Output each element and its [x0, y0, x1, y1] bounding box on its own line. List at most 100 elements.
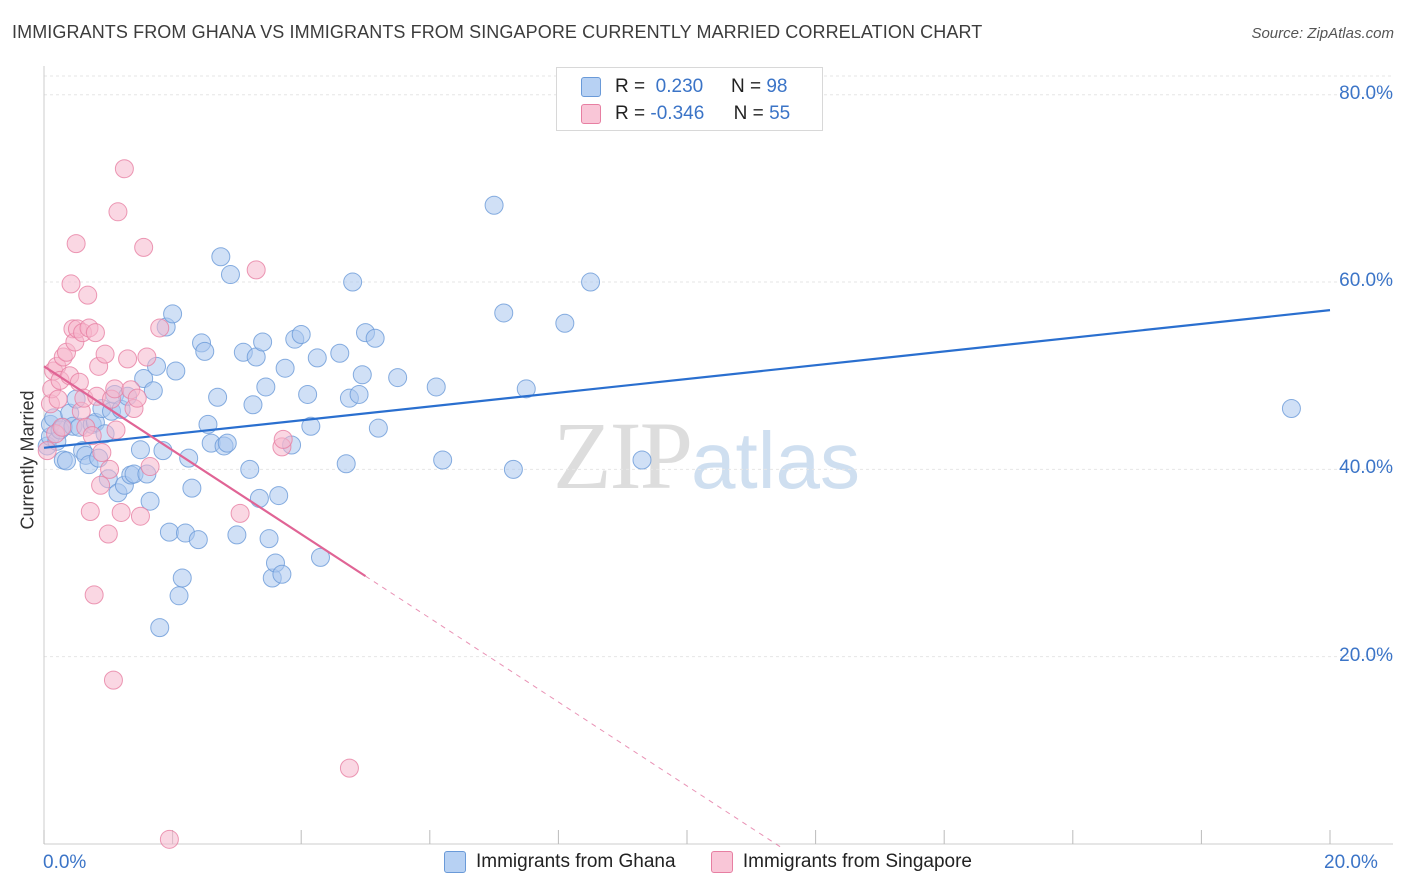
ghana-point-90 [494, 303, 514, 323]
ghana-point-57 [240, 459, 260, 479]
ghana-point-85 [150, 618, 170, 638]
watermark: ZIPatlas [553, 400, 860, 511]
singapore-point-41 [114, 159, 134, 179]
ghana-point-58 [243, 395, 263, 415]
ghana-point-88 [433, 450, 453, 470]
series-legend: Immigrants from Ghana Immigrants from Si… [444, 851, 1002, 873]
singapore-point-26 [84, 585, 104, 605]
y-axis-label: Currently Married [17, 390, 38, 530]
source-credit: Source: ZipAtlas.com [1251, 25, 1394, 42]
ghana-point-84 [368, 418, 388, 438]
ghana-point-47 [195, 341, 215, 361]
y-tick-label-20: 20.0% [1339, 644, 1393, 666]
singapore-point-25 [82, 426, 102, 446]
singapore-point-27 [85, 323, 105, 343]
ghana-point-87 [426, 377, 446, 397]
singapore-point-45 [127, 388, 147, 408]
ghana-point-94 [581, 272, 601, 292]
ghana-r-label: R = [615, 76, 646, 97]
ghana-point-67 [272, 564, 292, 584]
ghana-point-71 [291, 324, 311, 344]
singapore-point-53 [246, 260, 266, 280]
legend-item-singapore[interactable]: Immigrants from Singapore [710, 851, 973, 873]
legend-row-ghana: R = 0.230 N = 98 [581, 75, 787, 99]
singapore-point-15 [66, 234, 86, 254]
ghana-point-73 [301, 416, 321, 436]
y-tick-label-40: 40.0% [1339, 457, 1393, 479]
singapore-n-label: N = [733, 103, 764, 124]
ghana-point-38 [163, 304, 183, 324]
ghana-point-83 [365, 328, 385, 348]
ghana-point-68 [275, 358, 295, 378]
ghana-legend-label: Immigrants from Ghana [476, 851, 676, 873]
ghana-n-value: 98 [766, 76, 788, 97]
y-tick-label-80: 80.0% [1339, 82, 1393, 104]
x-tick-label-max: 20.0% [1324, 852, 1378, 873]
singapore-point-46 [130, 506, 150, 526]
ghana-trend-line [43, 309, 1331, 449]
ghana-point-50 [208, 387, 228, 407]
singapore-point-36 [103, 670, 123, 690]
ghana-point-41 [172, 568, 192, 588]
singapore-point-32 [95, 344, 115, 364]
singapore-n-value: 55 [769, 103, 791, 124]
ghana-point-62 [256, 377, 276, 397]
ghana-n-label: N = [730, 76, 762, 97]
correlation-legend: R = 0.230 N = 98 R = -0.346 N = 55 [556, 67, 823, 131]
singapore-point-56 [339, 758, 359, 778]
ghana-point-29 [130, 440, 150, 460]
singapore-point-38 [106, 420, 126, 440]
ghana-point-93 [555, 313, 575, 333]
singapore-point-30 [91, 475, 111, 495]
singapore-point-55 [273, 429, 293, 449]
ghana-point-72 [298, 384, 318, 404]
legend-item-ghana[interactable]: Immigrants from Ghana [444, 851, 676, 873]
singapore-legend-label: Immigrants from Singapore [742, 851, 973, 873]
singapore-point-22 [78, 285, 98, 305]
ghana-point-76 [330, 343, 350, 363]
ghana-point-80 [349, 384, 369, 404]
singapore-point-37 [105, 379, 125, 399]
ghana-point-45 [188, 530, 208, 550]
ghana-point-66 [269, 486, 289, 506]
ghana-point-81 [352, 365, 372, 385]
ghana-point-96 [1281, 398, 1301, 418]
singapore-point-49 [140, 457, 160, 477]
singapore-point-8 [52, 417, 72, 437]
ghana-point-55 [227, 525, 247, 545]
ghana-point-95 [632, 450, 652, 470]
ghana-point-32 [140, 491, 160, 511]
singapore-r-label: R = [615, 103, 646, 124]
watermark-atlas: atlas [691, 416, 860, 505]
singapore-point-40 [111, 502, 131, 522]
ghana-point-61 [253, 332, 273, 352]
ghana-point-60 [249, 488, 269, 508]
chart-title: IMMIGRANTS FROM GHANA VS IMMIGRANTS FROM… [12, 22, 983, 42]
ghana-point-33 [143, 381, 163, 401]
singapore-point-34 [100, 459, 120, 479]
watermark-zip: ZIP [553, 402, 693, 509]
ghana-point-89 [484, 195, 504, 215]
ghana-swatch [581, 76, 601, 97]
ghana-point-44 [182, 478, 202, 498]
singapore-trend-line [43, 365, 367, 578]
ghana-r-value: 0.230 [655, 76, 704, 97]
singapore-legend-swatch [710, 851, 733, 873]
ghana-point-86 [388, 368, 408, 388]
singapore-swatch [581, 103, 601, 124]
singapore-point-48 [137, 347, 157, 367]
ghana-point-75 [310, 547, 330, 567]
singapore-trend-extension [365, 575, 784, 850]
singapore-point-6 [48, 389, 68, 409]
singapore-point-47 [134, 237, 154, 257]
legend-row-singapore: R = -0.346 N = 55 [581, 102, 790, 126]
ghana-point-74 [307, 348, 327, 368]
x-tick-label-min: 0.0% [43, 852, 87, 873]
singapore-point-39 [108, 202, 128, 222]
ghana-point-40 [169, 586, 189, 606]
singapore-point-52 [230, 503, 250, 523]
ghana-point-54 [220, 265, 240, 285]
singapore-point-33 [98, 524, 118, 544]
singapore-point-51 [159, 829, 179, 849]
